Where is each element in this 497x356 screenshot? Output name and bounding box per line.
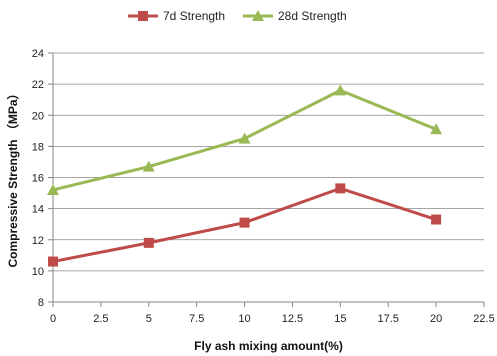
y-tick-label: 18 xyxy=(32,141,44,153)
legend-item: 28d Strength xyxy=(243,9,347,23)
data-point-triangle xyxy=(142,160,155,172)
data-point-square xyxy=(239,217,250,228)
data-point-triangle xyxy=(252,10,264,21)
x-tick-label: 5 xyxy=(146,313,152,325)
legend-label: 7d Strength xyxy=(163,9,225,23)
x-tick-label: 7.5 xyxy=(189,313,204,325)
y-tick-label: 12 xyxy=(32,235,44,247)
y-axis-title: Compressive Strength （MPa） xyxy=(5,87,20,267)
data-point-square xyxy=(143,237,154,248)
y-tick-label: 22 xyxy=(32,79,44,91)
y-axis-ticks: 8 10 12 14 16 18 20 22 24 xyxy=(32,48,53,309)
x-tick-label: 2.5 xyxy=(93,313,108,325)
x-tick-label: 0 xyxy=(50,313,56,325)
data-point-triangle xyxy=(238,132,251,144)
data-point-square xyxy=(48,256,58,267)
data-point-square xyxy=(335,183,346,194)
y-tick-label: 8 xyxy=(38,297,44,309)
x-tick-label: 12.5 xyxy=(282,313,303,325)
y-tick-label: 16 xyxy=(32,173,44,185)
data-point-square xyxy=(431,214,442,225)
y-tick-label: 24 xyxy=(32,48,44,60)
x-tick-label: 10 xyxy=(238,313,250,325)
x-tick-label: 17.5 xyxy=(378,313,399,325)
data-point-triangle xyxy=(334,84,347,96)
x-tick-label: 22.5 xyxy=(473,313,494,325)
series-square xyxy=(48,183,442,267)
y-tick-label: 14 xyxy=(32,204,44,216)
data-point-triangle xyxy=(47,183,59,195)
x-tick-label: 20 xyxy=(430,313,442,325)
legend-label: 28d Strength xyxy=(278,9,347,23)
gridlines xyxy=(53,52,484,272)
series-group xyxy=(47,84,443,267)
data-point-triangle xyxy=(430,123,443,135)
x-axis-title: Fly ash mixing amount(%) xyxy=(194,339,343,353)
series-triangle xyxy=(47,84,443,195)
x-tick-label: 15 xyxy=(334,313,346,325)
legend: 7d Strength 28d Strength xyxy=(128,9,347,23)
data-point-square xyxy=(138,11,148,21)
legend-item: 7d Strength xyxy=(128,9,225,23)
y-tick-label: 10 xyxy=(32,266,44,278)
y-tick-label: 20 xyxy=(32,110,44,122)
x-axis-ticks: 0 2.5 5 7.5 10 12.5 15 17.5 20 22.5 xyxy=(50,302,495,325)
